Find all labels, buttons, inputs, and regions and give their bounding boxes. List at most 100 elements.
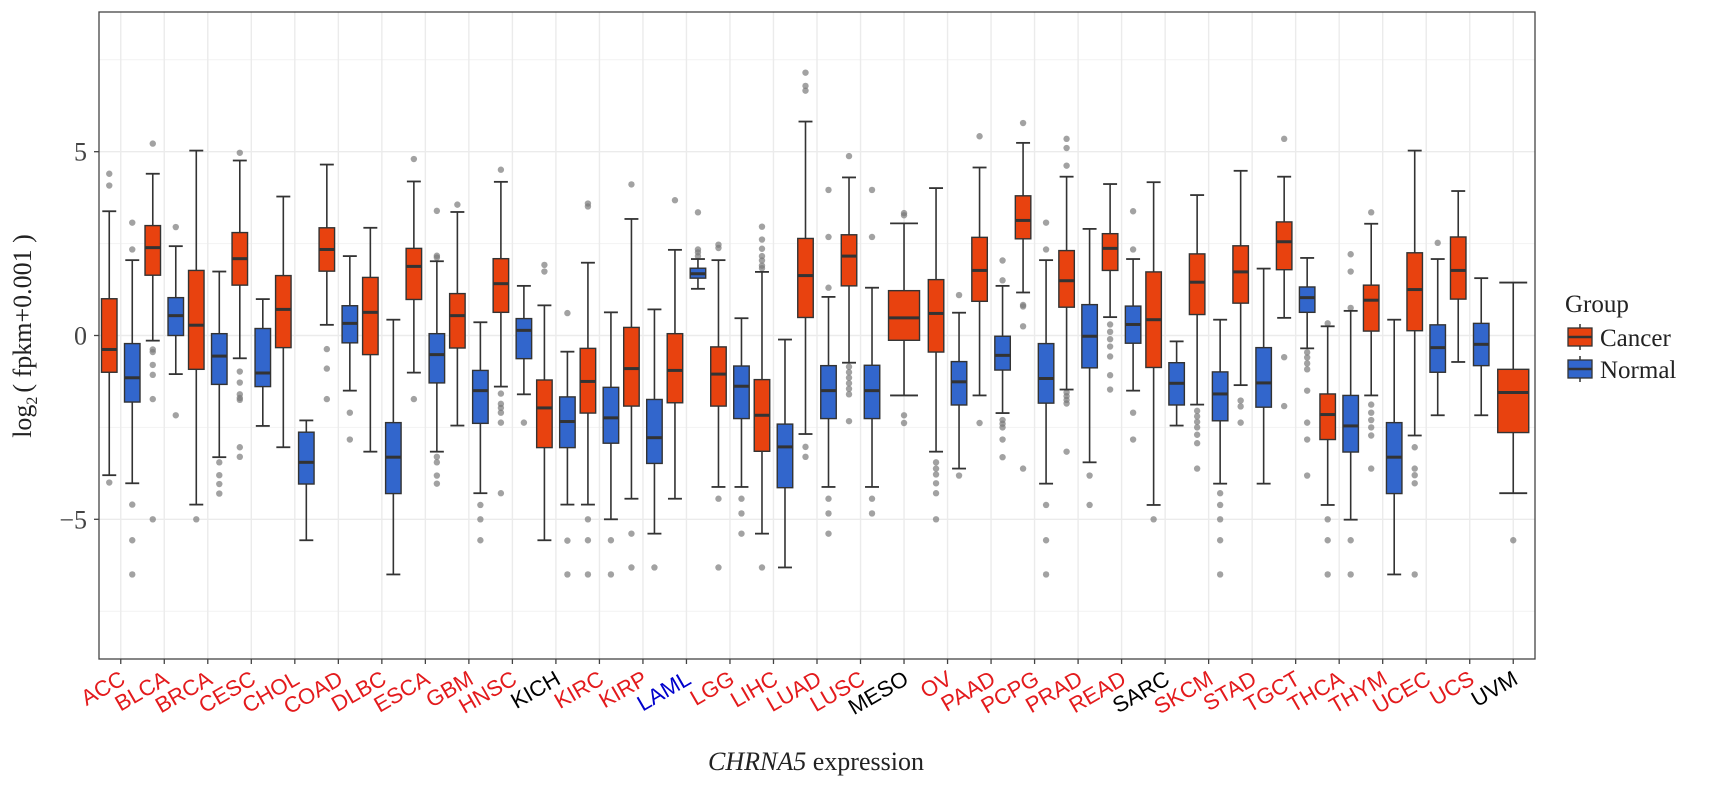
box-stad-normal [1255, 267, 1273, 485]
outlier-point [1106, 343, 1114, 350]
box-iqr [297, 431, 315, 485]
outlier-point [1411, 571, 1418, 578]
box-kirp-normal [645, 308, 663, 571]
box-ucs-normal [1472, 277, 1490, 417]
outlier-point [433, 207, 441, 215]
outlier-point [1193, 413, 1201, 420]
outlier-point [628, 181, 635, 188]
box-iqr [428, 332, 446, 384]
outlier-point [845, 391, 853, 398]
outlier-point [1150, 516, 1157, 523]
outlier-point [564, 309, 571, 317]
box-lihc-normal [776, 338, 794, 569]
outlier-point [1106, 335, 1114, 343]
outlier-point [976, 133, 983, 140]
x-axis-title: CHRNA5 expression [708, 747, 924, 776]
outlier-point [1303, 472, 1311, 479]
outlier-point [845, 385, 853, 393]
outlier-point [1411, 471, 1418, 479]
box-iqr [1188, 253, 1206, 316]
y-axis-title-log: log [8, 405, 37, 438]
legend-entry-cancer[interactable]: Cancer [1567, 324, 1671, 352]
box-luad-normal [820, 186, 837, 537]
outlier-point [1106, 353, 1114, 360]
box-pcpg-cancer [1014, 119, 1032, 472]
outlier-point [825, 186, 832, 194]
outlier-point [1193, 465, 1201, 472]
legend-title: Group [1565, 291, 1629, 318]
outlier-point [1510, 537, 1517, 544]
box-iqr [1449, 236, 1467, 300]
box-coad-normal [341, 255, 359, 443]
box-iqr [1362, 284, 1380, 332]
box-ucs-cancer [1449, 190, 1467, 363]
box-iqr [144, 224, 162, 276]
outlier-point [564, 571, 571, 578]
outlier-point [932, 516, 940, 523]
box-iqr [1275, 221, 1293, 271]
outlier-point [564, 537, 571, 544]
outlier-point [236, 444, 244, 451]
outlier-point [172, 412, 179, 419]
outlier-point [694, 209, 702, 216]
outlier-point [323, 395, 331, 403]
outlier-point [825, 284, 832, 291]
box-iqr [1406, 252, 1424, 332]
outlier-point [149, 395, 156, 403]
box-iqr [994, 335, 1012, 371]
outlier-point [410, 395, 418, 403]
box-sarc-cancer [1145, 181, 1163, 523]
box-prad-normal [1081, 227, 1099, 509]
outlier-point [584, 203, 592, 210]
outlier-point [454, 201, 461, 208]
outlier-point [129, 246, 136, 253]
outlier-point [1129, 409, 1137, 416]
outlier-point [868, 186, 876, 194]
box-iqr [471, 369, 489, 425]
outlier-point [216, 471, 223, 479]
box-dlbc-cancer [361, 226, 379, 453]
outlier-point [541, 268, 548, 275]
outlier-point [1347, 537, 1354, 544]
box-dlbc-normal [384, 318, 402, 576]
outlier-point [932, 480, 940, 487]
box-luad-cancer [797, 69, 814, 461]
box-iqr [1298, 286, 1316, 314]
outlier-point [129, 537, 136, 544]
outlier-point [1063, 135, 1070, 143]
outlier-point [236, 396, 244, 404]
outlier-point [520, 419, 528, 426]
y-tick-label: 0 [74, 322, 87, 351]
box-gbm-normal [471, 321, 489, 544]
box-iqr [535, 379, 553, 449]
box-laml-cancer [666, 197, 684, 500]
outlier-point [825, 495, 832, 502]
outlier-point [106, 170, 113, 177]
outlier-point [1042, 571, 1050, 578]
outlier-point [1129, 436, 1137, 443]
box-ucec-cancer [1406, 149, 1424, 578]
box-iqr [1232, 245, 1250, 304]
box-iqr [840, 234, 858, 287]
x-tick-label-uvm: UVM [1467, 666, 1522, 712]
outlier-point [628, 530, 635, 537]
outlier-point [149, 371, 156, 379]
outlier-point [1042, 219, 1050, 226]
box-thym-cancer [1362, 209, 1380, 472]
outlier-point [1303, 387, 1311, 394]
outlier-point [149, 361, 156, 369]
outlier-point [955, 291, 963, 299]
outlier-point [845, 374, 853, 381]
outlier-point [758, 236, 766, 243]
box-paad-cancer [971, 133, 989, 427]
legend-entry-normal[interactable]: Normal [1567, 356, 1676, 384]
outlier-point [1019, 323, 1027, 330]
outlier-point [1411, 465, 1418, 472]
box-iqr [645, 398, 663, 465]
outlier-point [1237, 403, 1244, 410]
box-coad-cancer [318, 163, 336, 403]
box-prad-cancer [1058, 135, 1076, 455]
outlier-point [1411, 444, 1418, 451]
outlier-point [845, 363, 853, 370]
